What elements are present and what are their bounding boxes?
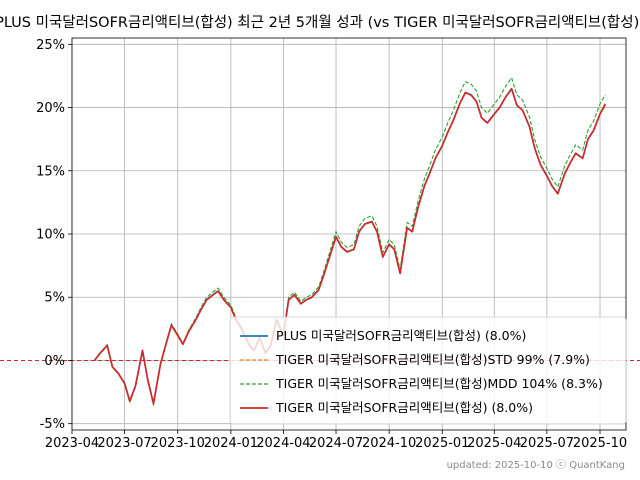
y-tick-label: 0% — [44, 354, 65, 369]
footer-note: updated: 2025-10-10 ⓒ QuantKang — [447, 459, 625, 471]
legend-label: TIGER 미국달러SOFR금리액티브(합성) (8.0%) — [275, 400, 533, 415]
series-lines — [93, 77, 606, 406]
y-tick-label: 20% — [36, 101, 65, 116]
legend-label: TIGER 미국달러SOFR금리액티브(합성)STD 99% (7.9%) — [275, 352, 590, 367]
legend-label: PLUS 미국달러SOFR금리액티브(합성) (8.0%) — [276, 328, 526, 343]
x-tick-label: 2025-04 — [467, 436, 521, 451]
x-tick-label: 2024-01 — [204, 436, 258, 451]
y-axis: -5% 0% 5% 10% 15% 20% 25% — [36, 38, 72, 432]
series-line-3 — [93, 88, 606, 405]
x-tick-label: 2025-10 — [573, 436, 627, 451]
x-tick-label: 2024-07 — [309, 436, 363, 451]
y-tick-label: 10% — [36, 228, 65, 243]
x-tick-label: 2025-01 — [415, 436, 469, 451]
legend-label: TIGER 미국달러SOFR금리액티브(합성)MDD 104% (8.3%) — [275, 376, 603, 391]
y-tick-label: 15% — [36, 164, 65, 179]
x-tick-label: 2023-10 — [151, 436, 205, 451]
legend-box — [229, 316, 627, 425]
x-tick-label: 2023-07 — [97, 436, 151, 451]
legend: PLUS 미국달러SOFR금리액티브(합성) (8.0%) TIGER 미국달러S… — [229, 316, 627, 425]
x-tick-label: 2025-07 — [520, 436, 574, 451]
chart-title: PLUS 미국달러SOFR금리액티브(합성) 최근 2년 5개월 성과 (vs … — [0, 14, 640, 31]
x-axis: 2023-042023-072023-102024-012024-042024-… — [45, 430, 627, 451]
x-tick-label: 2024-04 — [256, 436, 310, 451]
y-tick-label: 25% — [36, 38, 65, 53]
y-tick-label: 5% — [44, 291, 65, 306]
x-tick-label: 2023-04 — [45, 436, 99, 451]
y-tick-label: -5% — [40, 417, 65, 432]
x-tick-label: 2024-10 — [362, 436, 416, 451]
